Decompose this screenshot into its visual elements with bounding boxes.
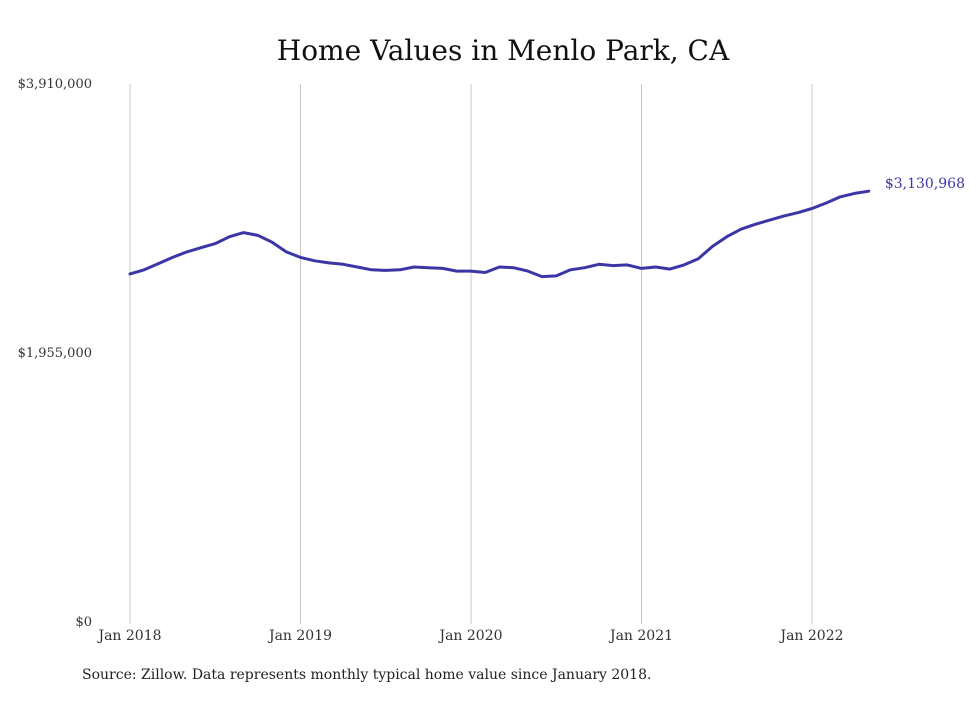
x-tick-label: Jan 2022 — [778, 628, 843, 644]
end-value-label: $3,130,968 — [885, 176, 965, 192]
y-tick-label: $0 — [75, 615, 92, 630]
x-tick-label: Jan 2021 — [608, 628, 673, 644]
chart-title: Home Values in Menlo Park, CA — [277, 34, 730, 67]
source-note: Source: Zillow. Data represents monthly … — [82, 667, 652, 683]
y-tick-label: $1,955,000 — [18, 346, 92, 361]
x-axis-ticks: Jan 2018 Jan 2019 Jan 2020 Jan 2021 Jan 2022 — [96, 628, 843, 644]
series-layer — [128, 189, 871, 279]
x-tick-label: Jan 2018 — [96, 628, 161, 644]
y-axis-ticks: $0 $1,955,000 $3,910,000 — [18, 77, 92, 630]
home-value-line — [128, 189, 871, 279]
y-tick-label: $3,910,000 — [18, 77, 92, 92]
grid-lines — [129, 84, 813, 624]
x-tick-label: Jan 2019 — [267, 628, 332, 644]
x-tick-label: Jan 2020 — [437, 628, 502, 644]
